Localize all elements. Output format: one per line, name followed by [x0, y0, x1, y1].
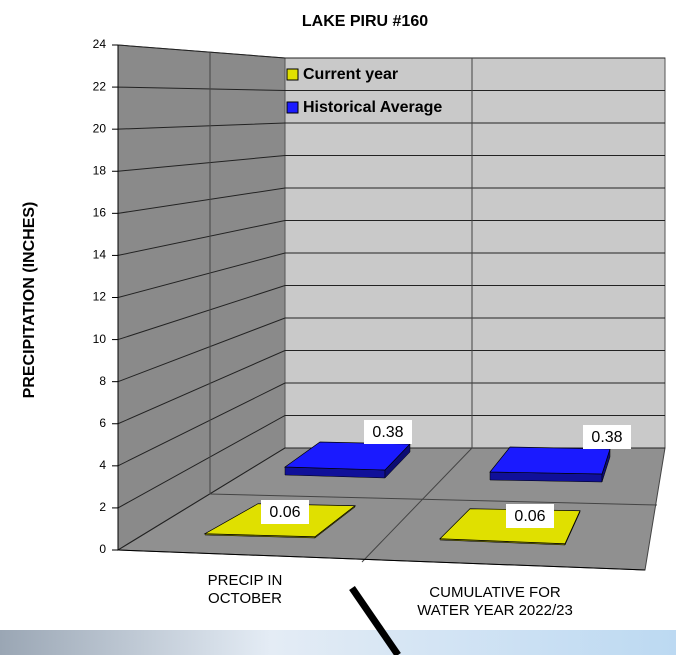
y-tick-label: 18 — [93, 163, 107, 177]
grid-line — [117, 415, 665, 509]
grid — [117, 44, 665, 551]
y-tick-label: 24 — [93, 37, 107, 51]
chart-title: LAKE PIRU #160 — [302, 13, 428, 30]
y-tick-label: 4 — [99, 458, 106, 472]
grid-line — [117, 350, 665, 425]
legend-swatch — [286, 68, 299, 81]
y-tick-label: 14 — [93, 248, 107, 262]
bar-top — [489, 446, 611, 475]
data-label: 0.38 — [372, 424, 403, 441]
y-tick-label: 20 — [93, 121, 107, 135]
grid-line — [117, 86, 665, 91]
grid-line — [117, 317, 665, 383]
floor-divider — [209, 493, 658, 506]
y-tick-label: 6 — [99, 416, 106, 430]
data-label-box — [364, 420, 412, 444]
y-axis-label: PRECIPITATION (INCHES) — [21, 202, 38, 399]
data-label: 0.06 — [269, 504, 300, 521]
grid-line — [117, 122, 665, 130]
grid-line — [117, 187, 665, 214]
data-label: 0.38 — [591, 429, 622, 446]
floor-divider — [361, 447, 473, 563]
y-tick-label: 12 — [93, 290, 107, 304]
data-label: 0.06 — [514, 508, 545, 525]
grid-line — [117, 155, 665, 172]
x-axis — [117, 549, 646, 571]
grid-line — [117, 44, 665, 59]
data-label-box — [506, 504, 554, 528]
decoration-line — [349, 586, 401, 655]
bar-top — [283, 441, 411, 471]
grid-line — [117, 382, 665, 467]
data-label-box — [583, 425, 631, 449]
background-strip — [0, 630, 676, 655]
y-tick-label: 22 — [93, 79, 107, 93]
legend-label: Historical Average — [303, 99, 442, 116]
legend-label: Current year — [303, 66, 398, 83]
grid-line — [117, 285, 665, 341]
x-tick-label: CUMULATIVE FOR WATER YEAR 2022/23 — [417, 584, 573, 619]
y-tick-label: 10 — [93, 332, 107, 346]
grid-line — [117, 252, 665, 298]
y-tick-label: 16 — [93, 206, 107, 220]
grid-line — [117, 220, 665, 256]
x-tick-label: PRECIP IN OCTOBER — [207, 572, 283, 607]
y-tick-label: 2 — [99, 500, 106, 514]
data-label-box — [261, 500, 309, 524]
y-tick-label: 0 — [99, 542, 106, 556]
legend-swatch — [286, 101, 299, 114]
y-tick-label: 8 — [99, 374, 106, 388]
